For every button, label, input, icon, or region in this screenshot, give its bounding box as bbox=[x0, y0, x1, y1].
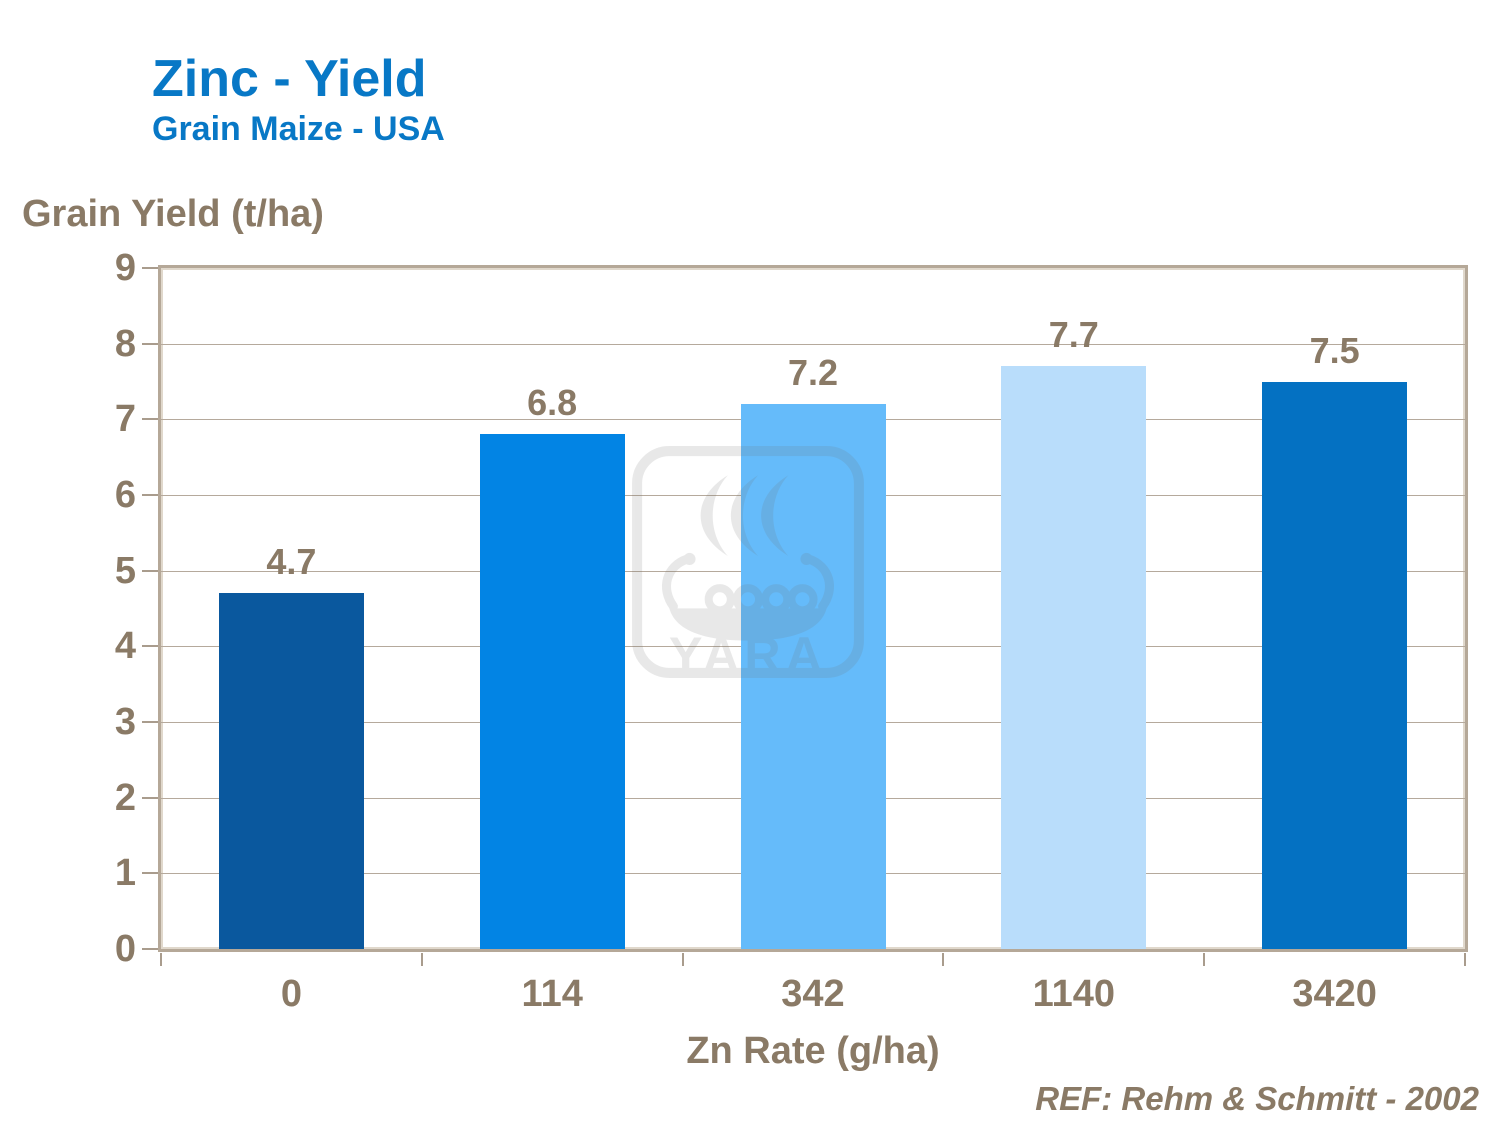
y-tick-label: 2 bbox=[114, 776, 136, 819]
bar bbox=[1262, 381, 1408, 949]
bar bbox=[1001, 366, 1147, 949]
x-tick-mark bbox=[160, 953, 162, 966]
y-tick-label: 4 bbox=[114, 625, 136, 668]
x-tick-label: 3420 bbox=[1292, 973, 1377, 1015]
plot-area: 4.7 6.8 7.2 7.7 7.5 bbox=[158, 265, 1468, 952]
x-tick-mark bbox=[942, 953, 945, 966]
gridline bbox=[161, 343, 1465, 345]
y-tick-mark bbox=[142, 342, 158, 345]
x-tick-mark bbox=[420, 953, 423, 966]
x-tick-label: 114 bbox=[521, 973, 583, 1015]
y-tick-label: 9 bbox=[114, 247, 136, 289]
x-tick-mark bbox=[681, 953, 684, 966]
page-subtitle: Grain Maize - USA bbox=[152, 110, 445, 148]
x-tick-label: 0 bbox=[280, 973, 302, 1015]
bar-value-label: 7.5 bbox=[1309, 329, 1360, 371]
y-tick-mark bbox=[142, 267, 158, 269]
bar bbox=[218, 593, 364, 949]
y-tick-label: 5 bbox=[114, 549, 136, 592]
y-tick-label: 6 bbox=[114, 474, 136, 516]
y-tick-label: 8 bbox=[114, 322, 136, 365]
y-tick-mark bbox=[142, 645, 158, 648]
bar-value-label: 7.2 bbox=[787, 352, 839, 394]
y-tick-mark bbox=[142, 569, 158, 572]
y-tick-label: 1 bbox=[114, 852, 136, 895]
y-tick-mark bbox=[142, 796, 158, 799]
bar-value-label: 6.8 bbox=[527, 382, 578, 424]
y-tick-mark bbox=[142, 948, 158, 950]
x-tick-label: 1140 bbox=[1032, 973, 1116, 1015]
y-tick-mark bbox=[142, 418, 158, 421]
y-tick-mark bbox=[142, 494, 158, 496]
y-tick-label: 3 bbox=[114, 701, 136, 743]
y-tick-mark bbox=[142, 872, 158, 875]
bar bbox=[479, 434, 625, 949]
y-tick-label: 0 bbox=[114, 928, 136, 970]
y-tick-label: 7 bbox=[114, 398, 136, 441]
y-tick-mark bbox=[142, 721, 158, 723]
reference-text: REF: Rehm & Schmitt - 2002 bbox=[1035, 1080, 1479, 1117]
page-title: Zinc - Yield bbox=[152, 50, 427, 108]
bar-value-label: 4.7 bbox=[266, 541, 317, 583]
x-tick-label: 342 bbox=[781, 973, 845, 1015]
y-axis-title: Grain Yield (t/ha) bbox=[22, 193, 324, 235]
bar bbox=[740, 404, 886, 949]
x-axis-title: Zn Rate (g/ha) bbox=[686, 1030, 940, 1072]
bar-value-label: 7.7 bbox=[1048, 314, 1099, 356]
x-tick-mark bbox=[1464, 953, 1466, 966]
x-tick-mark bbox=[1203, 953, 1206, 966]
